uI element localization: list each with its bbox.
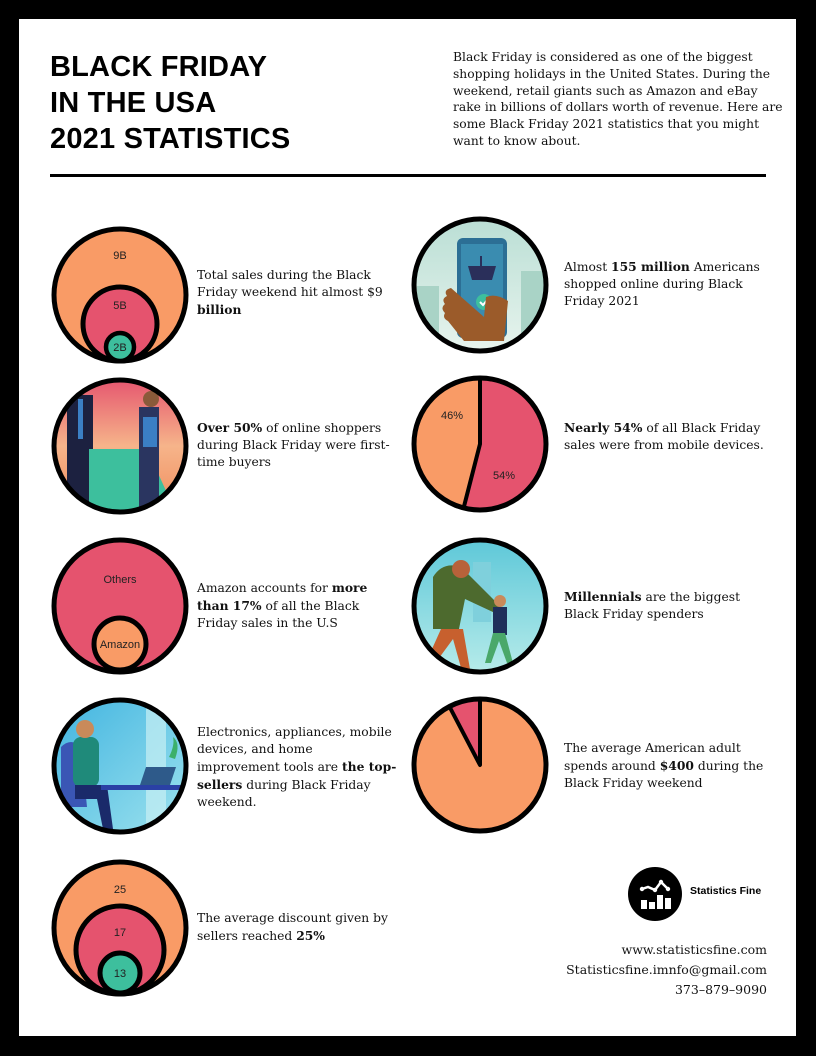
- header-divider: [50, 174, 766, 177]
- label-54: 54%: [493, 470, 515, 482]
- amazon-share-bubble-chart: Others Amazon: [51, 537, 189, 675]
- stat-millennials: Millennials are the biggest Black Friday…: [564, 589, 741, 621]
- infographic-page: BLACK FRIDAY IN THE USA 2021 STATISTICS …: [19, 19, 796, 1036]
- title-line-1: BLACK FRIDAY: [50, 51, 268, 83]
- mobile-sales-pie-chart: 46% 54%: [411, 375, 549, 513]
- label-9b: 9B: [113, 250, 126, 262]
- stat-first-time-buyers: Over 50% of online shoppers during Black…: [197, 420, 390, 469]
- laptop-worker-illustration: [51, 697, 189, 835]
- stat-average-spend: The average American adult spends around…: [564, 741, 764, 790]
- email-link[interactable]: Statisticsfine.imnfo@gmail.com: [566, 962, 767, 977]
- stat-amazon-share: Amazon accounts for more than 17% of all…: [197, 580, 368, 630]
- title-line-2: IN THE USA: [50, 87, 217, 119]
- website-link[interactable]: www.statisticsfine.com: [621, 942, 768, 957]
- stat-total-sales: Total sales during the Black Friday week…: [197, 268, 383, 317]
- stat-average-discount: The average discount given by sellers re…: [197, 911, 388, 943]
- total-sales-bubble-chart: 9B 5B 2B: [51, 226, 189, 364]
- intro-paragraph: Black Friday is considered as one of the…: [453, 50, 783, 148]
- label-13: 13: [114, 968, 126, 980]
- brand-name: Statistics Fine: [690, 885, 762, 897]
- phone-number: 373–879–9090: [674, 982, 767, 997]
- label-25: 25: [114, 884, 126, 896]
- label-amazon: Amazon: [100, 639, 140, 651]
- label-46: 46%: [441, 410, 463, 422]
- page-title: BLACK FRIDAY IN THE USA 2021 STATISTICS: [50, 49, 290, 157]
- shop-counter-illustration: [51, 377, 189, 515]
- chart-logo-icon: [628, 867, 682, 921]
- label-others: Others: [103, 574, 137, 586]
- contact-info: www.statisticsfine.com Statisticsfine.im…: [566, 940, 767, 1000]
- discount-bubble-chart: 25 17 13: [51, 859, 189, 997]
- label-5b: 5B: [113, 300, 126, 312]
- stat-mobile-sales: Nearly 54% of all Black Friday sales wer…: [564, 420, 764, 452]
- label-17: 17: [114, 927, 126, 939]
- millennials-illustration: [411, 537, 549, 675]
- stat-top-sellers: Electronics, appliances, mobile devices,…: [197, 725, 397, 809]
- label-2b: 2B: [113, 342, 126, 354]
- title-line-3: 2021 STATISTICS: [50, 123, 291, 155]
- average-spend-pie-chart: [411, 696, 549, 834]
- stat-online-shoppers: Almost 155 million Americans shopped onl…: [564, 259, 760, 308]
- phone-shopping-illustration: [411, 216, 549, 354]
